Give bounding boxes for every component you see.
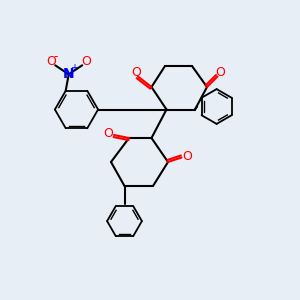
Text: O: O <box>216 65 225 79</box>
Text: -: - <box>53 50 58 63</box>
Text: O: O <box>182 149 192 163</box>
Text: N: N <box>63 67 74 81</box>
Text: O: O <box>81 55 91 68</box>
Text: O: O <box>132 65 141 79</box>
Text: O: O <box>104 127 113 140</box>
Text: +: + <box>70 63 78 73</box>
Text: O: O <box>47 55 56 68</box>
